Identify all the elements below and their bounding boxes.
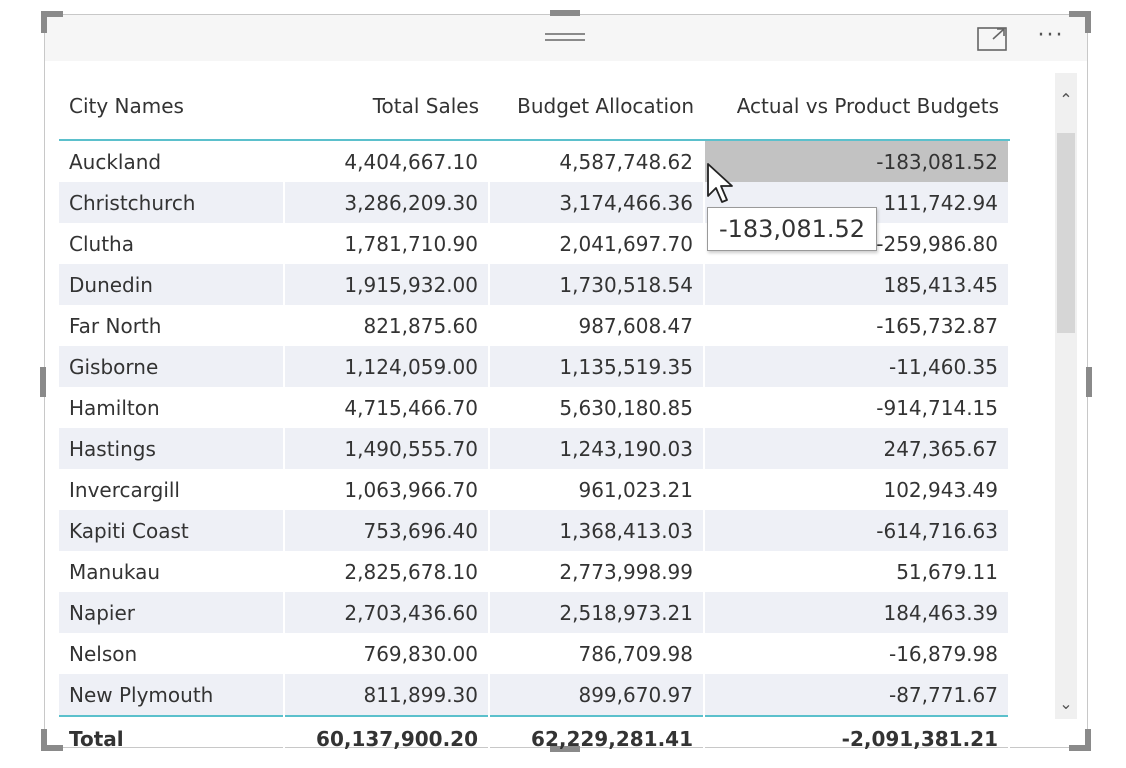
cell-actual-vs-budget[interactable]: -87,771.67	[704, 674, 1010, 716]
total-budget-allocation: 62,229,281.41	[489, 715, 705, 761]
cell-city[interactable]: Manukau	[59, 551, 285, 592]
table-row[interactable]: Dunedin 1,915,932.00 1,730,518.54 185,413.4…	[59, 264, 1010, 305]
cell-city[interactable]: Dunedin	[59, 264, 285, 305]
cell-budget-allocation[interactable]: 2,041,697.70	[489, 223, 705, 264]
column-header-budget-allocation[interactable]: Budget Allocation	[489, 73, 704, 141]
chevron-up-icon[interactable]: ⌃	[1059, 90, 1073, 109]
resize-handle-bottom-left[interactable]	[41, 729, 63, 751]
cell-total-sales[interactable]: 3,286,209.30	[284, 182, 490, 223]
vertical-scrollbar[interactable]: ⌃ ⌄	[1055, 73, 1077, 719]
cell-city[interactable]: New Plymouth	[59, 674, 285, 716]
resize-handle-top-right[interactable]	[1069, 11, 1091, 33]
table-row[interactable]: Manukau 2,825,678.10 2,773,998.99 51,679.11	[59, 551, 1010, 592]
focus-mode-icon[interactable]	[975, 25, 1009, 53]
cell-actual-vs-budget[interactable]: -165,732.87	[704, 305, 1010, 346]
cell-total-sales[interactable]: 1,124,059.00	[284, 346, 490, 387]
cell-actual-vs-budget[interactable]: 51,679.11	[704, 551, 1010, 592]
total-row: Total 60,137,900.20 62,229,281.41 -2,091,38…	[59, 715, 1010, 761]
cell-actual-vs-budget[interactable]: -11,460.35	[704, 346, 1010, 387]
table-row[interactable]: Gisborne 1,124,059.00 1,135,519.35 -11,460.…	[59, 346, 1010, 387]
cell-budget-allocation[interactable]: 987,608.47	[489, 305, 705, 346]
cell-total-sales[interactable]: 1,490,555.70	[284, 428, 490, 469]
total-label: Total	[59, 715, 285, 761]
table-row[interactable]: Invercargill 1,063,966.70 961,023.21 102,94…	[59, 469, 1010, 510]
header-row: City Names Total Sales Budget Allocation…	[59, 73, 1009, 141]
cell-budget-allocation[interactable]: 1,368,413.03	[489, 510, 705, 551]
table-visual[interactable]: ··· City Names Total Sales Budget Alloca…	[40, 10, 1092, 761]
cell-total-sales[interactable]: 811,899.30	[284, 674, 490, 716]
cell-city[interactable]: Auckland	[59, 140, 285, 182]
cell-total-sales[interactable]: 769,830.00	[284, 633, 490, 674]
cell-actual-vs-budget[interactable]: 185,413.45	[704, 264, 1010, 305]
cell-budget-allocation[interactable]: 1,135,519.35	[489, 346, 705, 387]
cell-total-sales[interactable]: 4,715,466.70	[284, 387, 490, 428]
cell-city[interactable]: Hastings	[59, 428, 285, 469]
table-row[interactable]: Hastings 1,490,555.70 1,243,190.03 247,365.…	[59, 428, 1010, 469]
cell-budget-allocation[interactable]: 2,518,973.21	[489, 592, 705, 633]
cell-budget-allocation[interactable]: 2,773,998.99	[489, 551, 705, 592]
cell-total-sales[interactable]: 753,696.40	[284, 510, 490, 551]
cell-city[interactable]: Gisborne	[59, 346, 285, 387]
table-row[interactable]: Nelson 769,830.00 786,709.98 -16,879.98	[59, 633, 1010, 674]
cell-total-sales[interactable]: 1,915,932.00	[284, 264, 490, 305]
cell-city[interactable]: Far North	[59, 305, 285, 346]
cell-budget-allocation[interactable]: 3,174,466.36	[489, 182, 705, 223]
resize-handle-bottom-right[interactable]	[1069, 729, 1091, 751]
total-sales: 60,137,900.20	[284, 715, 490, 761]
scroll-thumb[interactable]	[1057, 133, 1075, 333]
cell-actual-vs-budget[interactable]: -183,081.52	[704, 140, 1010, 182]
cell-budget-allocation[interactable]: 4,587,748.62	[489, 140, 705, 182]
cell-total-sales[interactable]: 4,404,667.10	[284, 140, 490, 182]
cell-total-sales[interactable]: 1,781,710.90	[284, 223, 490, 264]
cell-budget-allocation[interactable]: 1,730,518.54	[489, 264, 705, 305]
resize-handle-right[interactable]	[1086, 367, 1092, 397]
mouse-cursor-icon	[707, 163, 733, 203]
more-options-icon[interactable]: ···	[1037, 23, 1065, 48]
resize-handle-left[interactable]	[40, 367, 46, 397]
cell-actual-vs-budget[interactable]: 247,365.67	[704, 428, 1010, 469]
table-row[interactable]: Auckland 4,404,667.10 4,587,748.62 -183,081…	[59, 140, 1010, 182]
table-row[interactable]: Hamilton 4,715,466.70 5,630,180.85 -914,714…	[59, 387, 1010, 428]
cell-budget-allocation[interactable]: 1,243,190.03	[489, 428, 705, 469]
table-row[interactable]: Napier 2,703,436.60 2,518,973.21 184,463.39	[59, 592, 1010, 633]
chevron-down-icon[interactable]: ⌄	[1059, 694, 1073, 713]
cell-budget-allocation[interactable]: 5,630,180.85	[489, 387, 705, 428]
data-table: City Names Total Sales Budget Allocation…	[59, 73, 1010, 761]
cell-budget-allocation[interactable]: 786,709.98	[489, 633, 705, 674]
column-header-total-sales[interactable]: Total Sales	[284, 73, 489, 141]
cell-actual-vs-budget[interactable]: 102,943.49	[704, 469, 1010, 510]
total-actual-vs-budget: -2,091,381.21	[704, 715, 1010, 761]
drag-handle-icon[interactable]	[545, 29, 585, 45]
cell-city[interactable]: Invercargill	[59, 469, 285, 510]
resize-handle-top[interactable]	[550, 10, 580, 16]
cell-budget-allocation[interactable]: 961,023.21	[489, 469, 705, 510]
table-row[interactable]: Christchurch 3,286,209.30 3,174,466.36 111,…	[59, 182, 1010, 223]
column-header-actual-vs-budget[interactable]: Actual vs Product Budgets	[704, 73, 1009, 141]
visual-header: ···	[45, 15, 1087, 61]
resize-handle-top-left[interactable]	[41, 11, 63, 33]
cell-city[interactable]: Napier	[59, 592, 285, 633]
value-tooltip: -183,081.52	[707, 207, 877, 251]
cell-city[interactable]: Nelson	[59, 633, 285, 674]
cell-city[interactable]: Christchurch	[59, 182, 285, 223]
column-header-city[interactable]: City Names	[59, 73, 284, 141]
cell-budget-allocation[interactable]: 899,670.97	[489, 674, 705, 716]
cell-actual-vs-budget[interactable]: 184,463.39	[704, 592, 1010, 633]
cell-total-sales[interactable]: 2,825,678.10	[284, 551, 490, 592]
table-row[interactable]: Kapiti Coast 753,696.40 1,368,413.03 -614,7…	[59, 510, 1010, 551]
cell-actual-vs-budget[interactable]: -16,879.98	[704, 633, 1010, 674]
cell-city[interactable]: Kapiti Coast	[59, 510, 285, 551]
cell-actual-vs-budget[interactable]: -614,716.63	[704, 510, 1010, 551]
table-row[interactable]: New Plymouth 811,899.30 899,670.97 -87,771.…	[59, 674, 1010, 716]
cell-total-sales[interactable]: 2,703,436.60	[284, 592, 490, 633]
cell-total-sales[interactable]: 1,063,966.70	[284, 469, 490, 510]
cell-total-sales[interactable]: 821,875.60	[284, 305, 490, 346]
cell-city[interactable]: Clutha	[59, 223, 285, 264]
cell-actual-vs-budget[interactable]: -914,714.15	[704, 387, 1010, 428]
cell-city[interactable]: Hamilton	[59, 387, 285, 428]
table-row[interactable]: Far North 821,875.60 987,608.47 -165,732.87	[59, 305, 1010, 346]
